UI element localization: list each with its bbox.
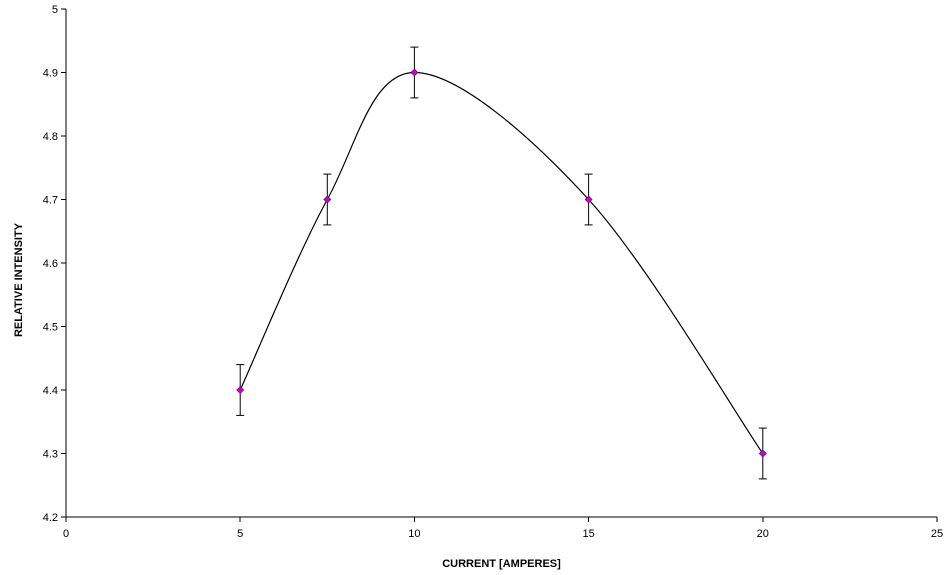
data-points bbox=[236, 68, 767, 458]
error-bars bbox=[236, 46, 767, 480]
y-tick-label: 4.4 bbox=[43, 385, 58, 397]
series-line bbox=[239, 71, 764, 454]
x-tick-label: 25 bbox=[931, 528, 943, 540]
y-tick-label: 4.3 bbox=[43, 449, 58, 461]
x-tick-label: 20 bbox=[757, 528, 769, 540]
x-axis-tick-labels: 0 5 10 15 20 25 bbox=[63, 528, 943, 540]
data-point bbox=[410, 68, 419, 77]
y-axis-title: RELATIVE INTENSITY bbox=[13, 222, 25, 337]
y-axis-ticks bbox=[61, 8, 66, 518]
y-tick-label: 5 bbox=[52, 4, 58, 16]
y-tick-label: 4.2 bbox=[43, 512, 58, 524]
data-point bbox=[584, 195, 593, 204]
y-tick-label: 4.6 bbox=[43, 258, 58, 270]
y-axis-tick-labels: 4.2 4.3 4.4 4.5 4.6 4.7 4.8 4.9 5 bbox=[43, 4, 58, 524]
y-tick-label: 4.5 bbox=[43, 322, 58, 334]
x-axis-title: CURRENT [AMPERES] bbox=[442, 558, 561, 570]
data-point bbox=[758, 449, 767, 458]
x-tick-label: 5 bbox=[237, 528, 243, 540]
x-axis-ticks bbox=[65, 517, 938, 522]
data-point bbox=[236, 386, 245, 394]
data-point bbox=[323, 195, 332, 204]
y-tick-label: 4.9 bbox=[43, 68, 58, 80]
x-tick-label: 10 bbox=[408, 528, 420, 540]
y-tick-label: 4.7 bbox=[43, 195, 58, 207]
x-tick-label: 15 bbox=[582, 528, 594, 540]
y-tick-label: 4.8 bbox=[43, 131, 58, 143]
x-tick-label: 0 bbox=[63, 528, 69, 540]
